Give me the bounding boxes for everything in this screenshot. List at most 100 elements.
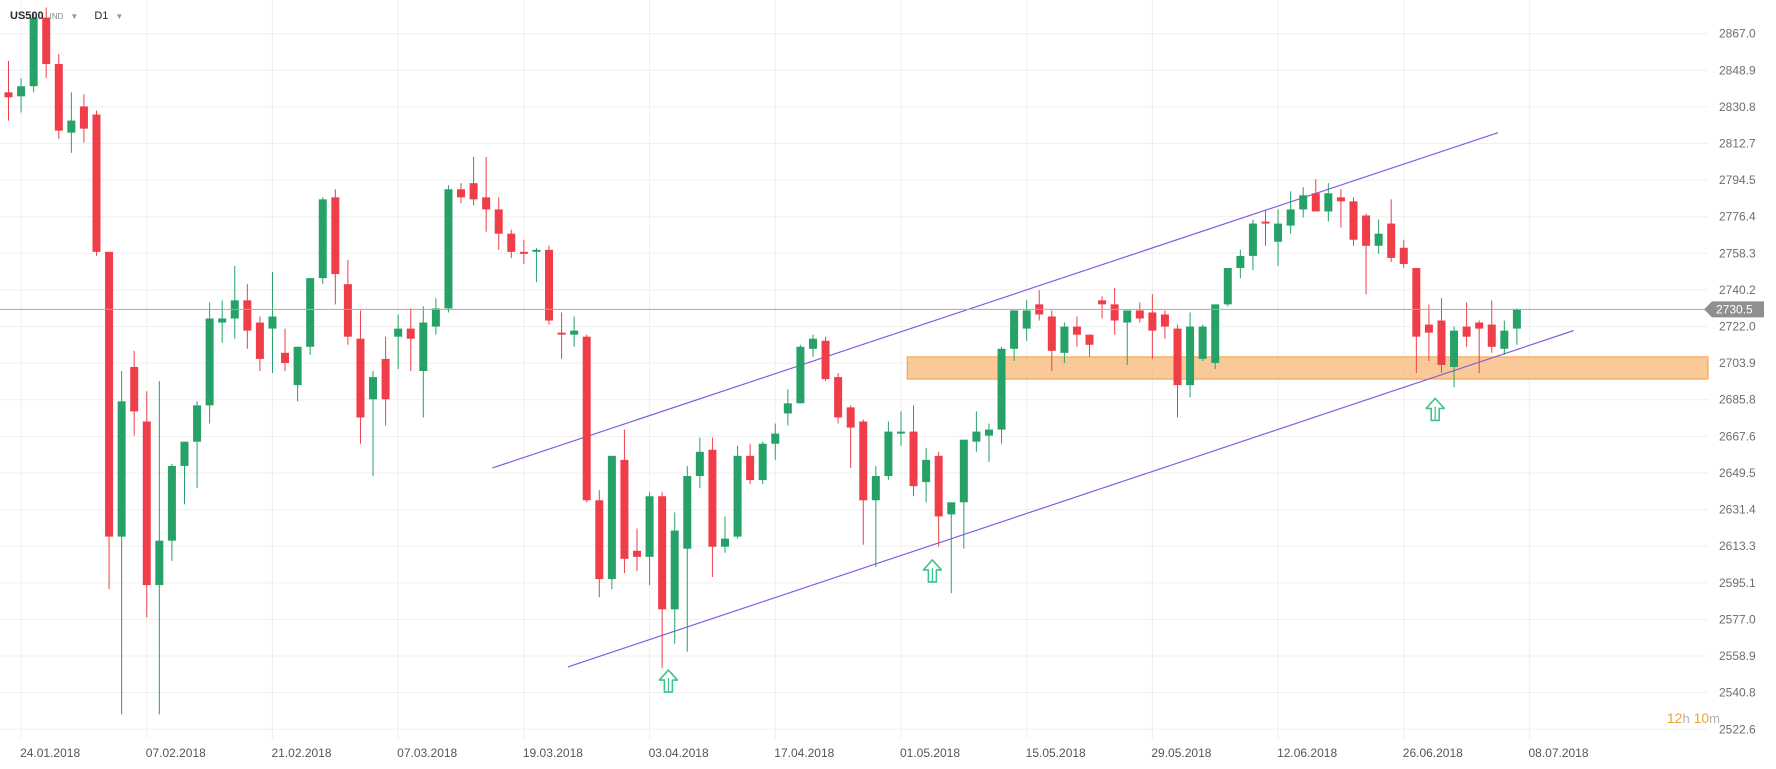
candle-body	[871, 476, 880, 501]
candle-bullish	[695, 437, 704, 489]
x-tick-label: 03.04.2018	[649, 746, 709, 760]
candle-bearish	[1135, 302, 1144, 323]
candle-body	[1399, 247, 1408, 264]
candle-body	[1047, 316, 1056, 351]
candle-bearish	[507, 229, 516, 258]
candle-bearish	[381, 336, 390, 426]
candle-body	[117, 401, 126, 537]
instrument-class-label: IND	[49, 11, 64, 21]
candle-body	[720, 538, 729, 547]
channel-lower-line	[567, 330, 1574, 668]
chevron-down-icon[interactable]: ▼	[115, 11, 124, 21]
candle-body	[570, 330, 579, 335]
candle-body	[658, 496, 667, 610]
timeframe-selector[interactable]: D1	[94, 10, 109, 22]
candle-body	[557, 332, 566, 335]
x-tick-label: 07.03.2018	[397, 746, 457, 760]
symbol-label[interactable]: US500	[10, 10, 44, 22]
y-tick-label: 2685.8	[1719, 393, 1756, 407]
support-zone	[906, 356, 1709, 380]
candle-body	[167, 465, 176, 541]
candle-body	[771, 433, 780, 444]
timer-minutes: 10	[1693, 710, 1710, 726]
candle-bullish	[532, 247, 541, 283]
candle-body	[645, 496, 654, 557]
candle-bullish	[984, 423, 993, 462]
time-axis[interactable]: 24.01.2018 07.02.2018 21.02.2018 07.03.2018…	[20, 746, 1589, 760]
x-tick-label: 15.05.2018	[1026, 746, 1086, 760]
candle-bullish	[1236, 249, 1245, 279]
candle-bearish	[545, 245, 554, 325]
candle-bearish	[658, 492, 667, 668]
y-tick-label: 2867.0	[1719, 27, 1756, 41]
candle-bullish	[1060, 322, 1069, 363]
candle-bearish	[834, 373, 843, 424]
candle-body	[896, 431, 905, 434]
candle-bullish	[394, 314, 403, 369]
candle-body	[1424, 324, 1433, 333]
candle-body	[431, 308, 440, 327]
candle-bullish	[670, 512, 679, 644]
y-tick-label: 2558.9	[1719, 649, 1756, 663]
chevron-down-icon[interactable]: ▼	[70, 11, 79, 21]
candle-bullish	[1223, 268, 1232, 307]
candle-body	[1261, 221, 1270, 224]
candle-bullish	[180, 441, 189, 505]
candle-body	[834, 377, 843, 418]
y-tick-label: 2794.5	[1719, 173, 1756, 187]
candle-bearish	[1160, 310, 1169, 339]
y-tick-label: 2649.5	[1719, 466, 1756, 480]
candle-body	[620, 459, 629, 559]
candle-bearish	[1085, 334, 1094, 357]
candle-body	[1098, 300, 1107, 305]
candle-body	[142, 421, 151, 586]
candle-bearish	[1311, 179, 1320, 212]
up-arrow-icon	[658, 669, 679, 693]
candle-body	[1123, 310, 1132, 323]
candle-body	[4, 92, 13, 98]
chart-header: US500 IND ▼ D1 ▼	[10, 10, 123, 22]
candle-body	[796, 346, 805, 404]
y-tick-label: 2703.9	[1719, 356, 1756, 370]
y-tick-label: 2540.8	[1719, 686, 1756, 700]
candle-bearish	[582, 334, 591, 503]
candle-body	[507, 233, 516, 252]
candle-body	[1475, 322, 1484, 329]
candle-bullish	[758, 441, 767, 485]
y-tick-label: 2812.7	[1719, 136, 1756, 150]
candle-bearish	[1047, 310, 1056, 372]
candle-bullish	[1211, 304, 1220, 369]
candle-bullish	[318, 197, 327, 285]
candle-body	[746, 455, 755, 481]
candle-body	[607, 455, 616, 580]
candle-body	[695, 451, 704, 477]
candle-bullish	[369, 371, 378, 477]
trend-channel-layer	[492, 132, 1574, 668]
candle-bullish	[1022, 300, 1031, 341]
candle-bullish	[783, 389, 792, 426]
candle-bearish	[1349, 197, 1358, 246]
candle-body	[281, 352, 290, 363]
candle-bullish	[1512, 308, 1521, 345]
candle-body	[821, 340, 830, 380]
candle-bearish	[1399, 239, 1408, 269]
candle-bearish	[243, 284, 252, 349]
candle-body	[947, 502, 956, 515]
candle-body	[293, 346, 302, 386]
candle-bearish	[1387, 199, 1396, 262]
candle-body	[1412, 268, 1421, 337]
candle-bullish	[306, 278, 315, 355]
candle-bearish	[1475, 320, 1484, 374]
candle-bullish	[1299, 187, 1308, 218]
candle-body	[1336, 197, 1345, 202]
candle-body	[1487, 324, 1496, 347]
candle-bullish	[29, 13, 38, 93]
current-price-value: 2730.5	[1716, 302, 1753, 316]
candle-bullish	[972, 411, 981, 452]
chart-gridlines	[0, 0, 1708, 739]
candle-bullish	[1248, 219, 1257, 271]
candle-body	[1173, 328, 1182, 386]
price-axis[interactable]: 2867.0 2848.9 2830.8 2812.7 2794.5 2776.4 2758…	[1719, 27, 1756, 737]
candle-body	[1311, 193, 1320, 212]
